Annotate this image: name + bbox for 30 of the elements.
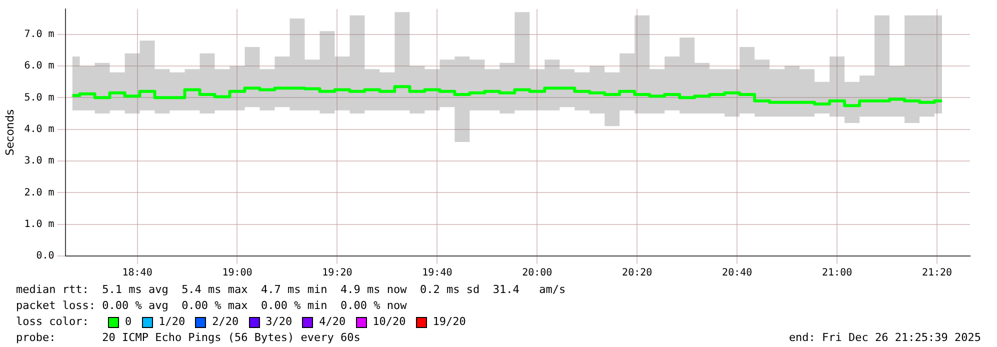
- x-tick-label: 18:40: [122, 268, 152, 279]
- y-tick-label: 1.0 m: [24, 218, 54, 230]
- x-tick-label: 21:20: [922, 268, 952, 279]
- y-tick-label: 7.0 m: [24, 28, 54, 40]
- x-tick-label: 20:40: [722, 268, 752, 279]
- x-tick-label: 21:00: [822, 268, 852, 279]
- x-tick-label: 19:20: [322, 268, 352, 279]
- y-tick-label: 5.0 m: [24, 92, 54, 104]
- legend-label: 0: [125, 314, 132, 330]
- y-tick-label: 4.0 m: [24, 124, 54, 135]
- y-tick-label: 0.0: [36, 250, 54, 262]
- x-tick-label: 20:00: [522, 268, 552, 279]
- text: median rtt: 5.1 ms avg 5.4 ms max 4.7 ms min 4.9 ms now 0.2 ms sd 31.4 am/s: [16, 282, 567, 298]
- legend-label: 1/20: [158, 314, 186, 330]
- legend-label: 4/20: [319, 314, 346, 330]
- text: probe: 20 ICMP Echo Pings (56 Bytes) every 60s: [16, 330, 360, 346]
- x-tick-label: 19:40: [422, 268, 452, 279]
- legend-title: loss color:: [16, 314, 90, 330]
- y-axis-title: Seconds: [3, 109, 16, 156]
- text: packet loss: 0.00 % avg 0.00 % max 0.00 % min 0.00 % now: [16, 298, 408, 314]
- text: end: Fri Dec 26 21:25:39 2025: [788, 330, 981, 346]
- legend-label: 2/20: [212, 314, 239, 330]
- y-tick-label: 2.0 m: [24, 187, 54, 198]
- x-tick-label: 19:00: [222, 268, 252, 279]
- x-tick-label: 20:20: [622, 268, 652, 279]
- legend-label: 10/20: [372, 314, 406, 330]
- legend-label: 19/20: [432, 314, 466, 330]
- y-tick-label: 6.0 m: [24, 60, 54, 72]
- y-tick-label: 3.0 m: [24, 156, 54, 167]
- legend-label: 3/20: [266, 314, 292, 330]
